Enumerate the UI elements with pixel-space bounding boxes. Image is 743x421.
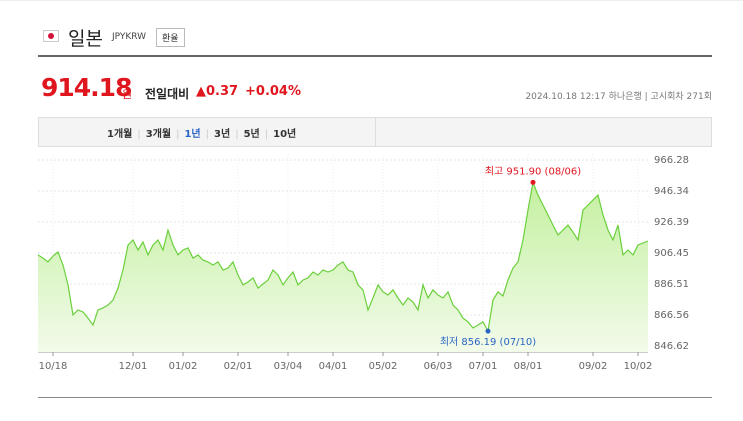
datetime: 2024.10.18 12:17 [525, 92, 606, 102]
x-tick-label: 02/01 [224, 361, 253, 372]
annotation: 최저 856.19 (07/10) [440, 336, 536, 348]
y-tick-label: 926.39 [654, 217, 689, 228]
x-tick-label: 04/01 [319, 361, 348, 372]
x-tick-label: 08/01 [514, 361, 543, 372]
price: 914.18 [41, 73, 132, 102]
code: JPYKRW [112, 32, 147, 42]
y-tick-label: 886.51 [654, 279, 689, 290]
x-tick-label: 10/02 [624, 361, 653, 372]
x-tick-label: 09/02 [579, 361, 608, 372]
tab[interactable]: 3개월 [145, 129, 172, 140]
change-label: 전일대비 [145, 87, 190, 101]
x-tick-label: 06/03 [424, 361, 453, 372]
tab[interactable]: 3년 [214, 129, 231, 140]
bottom-rule [38, 397, 712, 398]
tab-bar: 1개월 | 3개월 | 1년 | 3년 | 5년 | 10년 [38, 117, 712, 147]
y-tick-label: 946.34 [654, 186, 689, 197]
annotation: 최고 951.90 (08/06) [485, 165, 581, 177]
tab[interactable]: 10년 [273, 129, 297, 140]
x-tick-label: 10/18 [39, 361, 68, 372]
bank: 하나은행 [608, 92, 642, 102]
area [38, 182, 648, 352]
x-tick-label: 07/01 [469, 361, 498, 372]
y-tick-label: 866.56 [654, 310, 689, 321]
extreme-point [485, 328, 491, 334]
flag [43, 30, 59, 42]
quote-info: 2024.10.18 12:17 하나은행 | 고시회차 271회 [525, 92, 712, 102]
extreme-point [530, 179, 536, 185]
tab[interactable]: 5년 [243, 129, 260, 140]
change: ▲0.37 [196, 84, 239, 99]
y-tick-label: 966.28 [654, 155, 689, 166]
change-pct: +0.04% [245, 84, 301, 99]
round: 고시회차 271회 [650, 92, 712, 102]
line [37, 180, 649, 333]
rule [38, 55, 712, 57]
unit: 원 [122, 88, 133, 101]
x-tick-label: 05/02 [369, 361, 398, 372]
tab[interactable]: 1년 [184, 129, 201, 140]
y-tick-label: 846.62 [654, 341, 689, 352]
title: 일본 [68, 28, 103, 50]
x-tick-label: 01/02 [169, 361, 198, 372]
tab[interactable]: 1개월 [107, 129, 133, 140]
x-tick-label: 12/01 [119, 361, 148, 372]
y-tick-label: 906.45 [654, 248, 689, 259]
top-rule [0, 0, 743, 1]
exchange-button[interactable]: 환율 [156, 28, 185, 47]
x-tick-label: 03/04 [274, 361, 303, 372]
